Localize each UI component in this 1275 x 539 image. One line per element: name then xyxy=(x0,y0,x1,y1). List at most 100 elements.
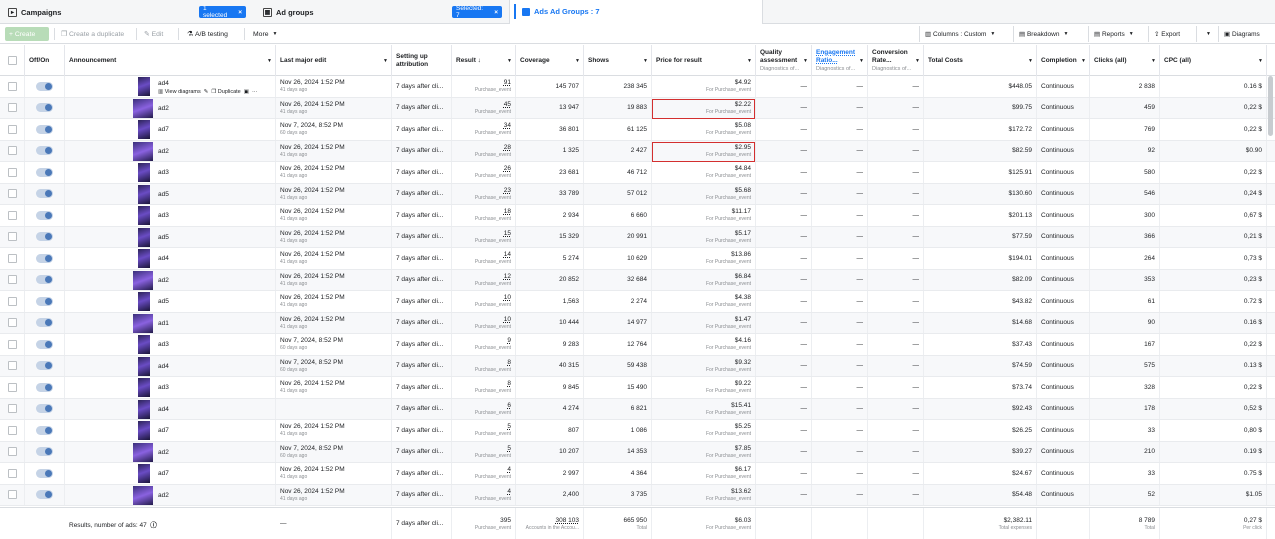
ad-name[interactable]: ad4 xyxy=(158,405,169,413)
sort-menu-icon[interactable]: ▼ xyxy=(507,57,512,64)
table-row[interactable]: ad2 Nov 26, 2024 1:52 PM 41 days ago 7 da… xyxy=(0,97,1275,119)
table-row[interactable]: ad5 Nov 26, 2024 1:52 PM 41 days ago 7 da… xyxy=(0,226,1275,248)
sort-menu-icon[interactable]: ▼ xyxy=(643,57,648,64)
ad-status-toggle[interactable] xyxy=(36,490,53,500)
table-row[interactable]: ad3 Nov 26, 2024 1:52 PM 41 days ago 7 da… xyxy=(0,162,1275,184)
select-all-checkbox[interactable] xyxy=(7,56,17,65)
ad-status-toggle[interactable] xyxy=(36,339,53,349)
col-shows[interactable]: Shows ▼ xyxy=(584,45,652,76)
row-checkbox[interactable] xyxy=(7,318,17,328)
ad-name[interactable]: ad7 xyxy=(158,427,169,434)
row-checkbox[interactable] xyxy=(7,103,17,113)
table-row[interactable]: ad2 Nov 26, 2024 1:52 PM 41 days ago 7 da… xyxy=(0,269,1275,291)
ad-name[interactable]: ad4 xyxy=(158,80,169,87)
ad-name[interactable]: ad2 xyxy=(158,448,169,456)
row-checkbox[interactable] xyxy=(7,124,17,134)
col-offon[interactable]: Off/On xyxy=(25,45,65,76)
result-value[interactable]: 8 xyxy=(507,358,511,366)
ad-status-toggle[interactable] xyxy=(36,296,53,306)
ad-status-toggle[interactable] xyxy=(36,318,53,328)
ad-name[interactable]: ad3 xyxy=(158,169,169,176)
result-value[interactable]: 34 xyxy=(503,122,511,130)
table-row[interactable]: ad3 Nov 26, 2024 1:52 PM 41 days ago 7 da… xyxy=(0,377,1275,399)
sort-menu-icon[interactable]: ▼ xyxy=(1081,57,1086,64)
result-value[interactable]: 14 xyxy=(503,251,511,259)
result-value[interactable]: 18 xyxy=(503,208,511,216)
ad-status-toggle[interactable] xyxy=(36,447,53,457)
sort-menu-icon[interactable]: ▼ xyxy=(915,57,920,64)
columns-button[interactable]: ▥ Columns : Custom ▼ xyxy=(919,26,1011,42)
table-row[interactable]: ad2 Nov 26, 2024 1:52 PM 41 days ago 7 da… xyxy=(0,140,1275,162)
result-value[interactable]: 4 xyxy=(507,487,511,495)
edit-button[interactable]: ✎ Edit xyxy=(141,27,166,41)
sort-menu-icon[interactable]: ▼ xyxy=(747,57,752,64)
ad-status-toggle[interactable] xyxy=(36,468,53,478)
col-quality[interactable]: Quality assessment Diagnostics of... ▼ xyxy=(756,45,812,76)
duplicate-button[interactable]: ❐ Create a duplicate xyxy=(58,27,127,41)
table-row[interactable]: ad1 Nov 26, 2024 1:52 PM 41 days ago 7 da… xyxy=(0,312,1275,334)
ad-status-toggle[interactable] xyxy=(36,361,53,371)
ad-name[interactable]: ad5 xyxy=(158,190,169,198)
export-menu-button[interactable]: ▼ xyxy=(1196,26,1216,42)
result-value[interactable]: 91 xyxy=(503,79,511,87)
diagrams-button[interactable]: ▣ Diagrams xyxy=(1218,26,1274,42)
col-clicks[interactable]: Clicks (all) ▼ xyxy=(1090,45,1160,76)
col-engagement[interactable]: Engagement Ratio... Diagnostics of... ▼ xyxy=(812,45,868,76)
delete-icon[interactable]: ▣ xyxy=(243,89,249,95)
ad-name[interactable]: ad2 xyxy=(158,147,169,155)
table-row[interactable]: ad5 Nov 26, 2024 1:52 PM 41 days ago 7 da… xyxy=(0,291,1275,313)
ab-testing-button[interactable]: ⚗ A/B testing xyxy=(184,27,231,41)
col-announcement[interactable]: Announcement ▼ xyxy=(65,45,276,76)
ad-name[interactable]: ad1 xyxy=(158,319,169,327)
ad-name[interactable]: ad2 xyxy=(158,491,169,499)
row-checkbox[interactable] xyxy=(7,382,17,392)
ad-status-toggle[interactable] xyxy=(36,146,53,156)
ad-name[interactable]: ad7 xyxy=(158,126,169,133)
result-value[interactable]: 9 xyxy=(507,337,511,345)
row-checkbox[interactable] xyxy=(7,146,17,156)
row-checkbox[interactable] xyxy=(7,447,17,457)
table-row[interactable]: ad3 Nov 26, 2024 1:52 PM 41 days ago 7 da… xyxy=(0,205,1275,227)
table-row[interactable]: ad7 Nov 7, 2024, 8:52 PM 60 days ago 7 da… xyxy=(0,119,1275,141)
sort-menu-icon[interactable]: ▼ xyxy=(1028,57,1033,64)
row-checkbox[interactable] xyxy=(7,210,17,220)
ad-name[interactable]: ad5 xyxy=(158,298,169,305)
tab-ads[interactable]: Ads Ad Groups : 7 xyxy=(509,0,763,24)
row-checkbox[interactable] xyxy=(7,296,17,306)
clear-selection-icon[interactable]: × xyxy=(494,8,498,16)
row-checkbox[interactable] xyxy=(7,339,17,349)
col-result[interactable]: Result ↓ ▼ xyxy=(452,45,516,76)
breakdown-button[interactable]: ▤ Breakdown ▼ xyxy=(1013,26,1086,42)
table-row[interactable]: ad7 Nov 26, 2024 1:52 PM 41 days ago 7 da… xyxy=(0,463,1275,485)
row-checkbox[interactable] xyxy=(7,490,17,500)
row-checkbox[interactable] xyxy=(7,361,17,371)
row-checkbox[interactable] xyxy=(7,275,17,285)
view-diagrams-link[interactable]: ▥ View diagrams xyxy=(158,89,201,95)
tab-campaigns[interactable]: ▸ Campaigns xyxy=(3,3,66,21)
vertical-scrollbar[interactable] xyxy=(1268,76,1273,136)
table-row[interactable]: ad3 Nov 7, 2024, 8:52 PM 60 days ago 7 da… xyxy=(0,334,1275,356)
clear-selection-icon[interactable]: × xyxy=(238,8,242,16)
row-checkbox[interactable] xyxy=(7,167,17,177)
table-row[interactable]: ad4 ▥ View diagrams ✎ ❐ Duplicate ▣ ··· … xyxy=(0,76,1275,98)
table-row[interactable]: ad2 Nov 26, 2024 1:52 PM 41 days ago 7 da… xyxy=(0,484,1275,506)
col-cpc[interactable]: CPC (all) ▼ xyxy=(1160,45,1267,76)
row-checkbox[interactable] xyxy=(7,81,17,91)
sort-menu-icon[interactable]: ▼ xyxy=(383,57,388,64)
more-button[interactable]: More ▼ xyxy=(250,27,280,41)
col-coverage[interactable]: Coverage ▼ xyxy=(516,45,584,76)
result-value[interactable]: 8 xyxy=(507,380,511,388)
more-icon[interactable]: ··· xyxy=(251,89,258,95)
table-row[interactable]: ad4 7 days after cli... 6 Purchase_event … xyxy=(0,398,1275,420)
sort-menu-icon[interactable]: ▼ xyxy=(1258,57,1263,64)
table-row[interactable]: ad4 Nov 26, 2024 1:52 PM 41 days ago 7 da… xyxy=(0,248,1275,270)
table-row[interactable]: ad5 Nov 26, 2024 1:52 PM 41 days ago 7 da… xyxy=(0,183,1275,205)
result-value[interactable]: 45 xyxy=(503,100,511,108)
ad-status-toggle[interactable] xyxy=(36,382,53,392)
result-value[interactable]: 23 xyxy=(503,186,511,194)
result-value[interactable]: 10 xyxy=(503,315,511,323)
ad-status-toggle[interactable] xyxy=(36,404,53,414)
result-value[interactable]: 15 xyxy=(503,229,511,237)
ad-status-toggle[interactable] xyxy=(36,189,53,199)
result-value[interactable]: 6 xyxy=(507,401,511,409)
